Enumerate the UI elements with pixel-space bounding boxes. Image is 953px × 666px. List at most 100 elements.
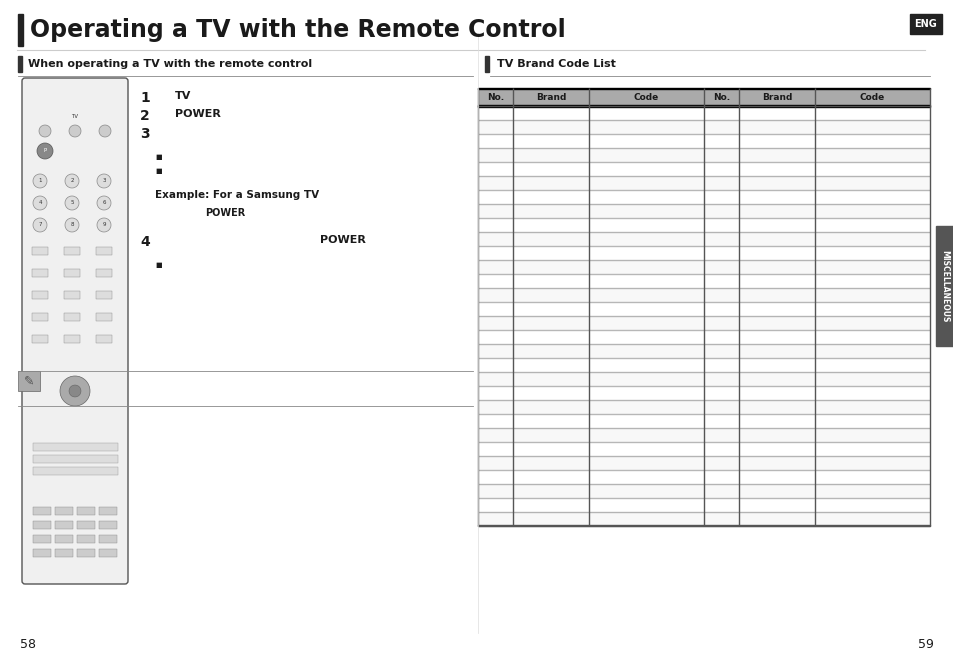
- Bar: [77, 507, 95, 515]
- Bar: [96, 291, 112, 299]
- Bar: [477, 232, 929, 246]
- Bar: [477, 260, 929, 274]
- Text: 58: 58: [20, 638, 36, 651]
- Bar: [33, 455, 118, 463]
- Bar: [477, 456, 929, 470]
- Bar: [96, 269, 112, 277]
- Bar: [477, 106, 929, 107]
- Bar: [477, 88, 929, 89]
- Text: POWER: POWER: [319, 235, 366, 245]
- Bar: [477, 442, 929, 456]
- Bar: [64, 335, 80, 343]
- Bar: [477, 498, 929, 512]
- Bar: [935, 226, 953, 346]
- Text: ■: ■: [154, 154, 161, 160]
- Text: Code: Code: [859, 93, 884, 101]
- Bar: [32, 313, 48, 321]
- Bar: [77, 521, 95, 529]
- Bar: [99, 549, 117, 557]
- Text: 4: 4: [140, 235, 150, 249]
- Bar: [909, 14, 941, 34]
- Bar: [477, 525, 929, 526]
- Circle shape: [99, 125, 111, 137]
- Bar: [32, 291, 48, 299]
- Bar: [477, 512, 929, 526]
- Bar: [64, 313, 80, 321]
- Bar: [64, 291, 80, 299]
- Bar: [477, 274, 929, 288]
- Bar: [484, 56, 489, 72]
- Bar: [477, 106, 929, 120]
- Text: Brand: Brand: [536, 93, 565, 101]
- Text: No.: No.: [712, 93, 729, 101]
- Bar: [477, 386, 929, 400]
- Bar: [33, 521, 51, 529]
- Circle shape: [69, 385, 81, 397]
- Bar: [477, 204, 929, 218]
- Bar: [96, 313, 112, 321]
- Bar: [18, 56, 22, 72]
- Bar: [32, 247, 48, 255]
- Circle shape: [65, 218, 79, 232]
- Text: Operating a TV with the Remote Control: Operating a TV with the Remote Control: [30, 18, 565, 42]
- Bar: [96, 247, 112, 255]
- Text: No.: No.: [486, 93, 503, 101]
- Bar: [55, 549, 73, 557]
- Bar: [477, 428, 929, 442]
- Text: TV Brand Code List: TV Brand Code List: [497, 59, 616, 69]
- Bar: [477, 344, 929, 358]
- Bar: [477, 190, 929, 204]
- Text: 2: 2: [71, 178, 73, 184]
- Text: P: P: [43, 149, 47, 153]
- Circle shape: [33, 196, 47, 210]
- Bar: [33, 549, 51, 557]
- Circle shape: [39, 125, 51, 137]
- Text: 8: 8: [71, 222, 73, 228]
- Bar: [477, 316, 929, 330]
- Text: Code: Code: [633, 93, 659, 101]
- Text: 6: 6: [102, 200, 106, 206]
- Bar: [477, 372, 929, 386]
- Bar: [55, 535, 73, 543]
- Text: ■: ■: [154, 168, 161, 174]
- Bar: [477, 400, 929, 414]
- Bar: [477, 88, 929, 106]
- Bar: [18, 371, 40, 391]
- Text: 59: 59: [917, 638, 933, 651]
- Bar: [477, 120, 929, 134]
- Bar: [96, 335, 112, 343]
- Circle shape: [97, 196, 111, 210]
- Bar: [477, 414, 929, 428]
- Bar: [477, 358, 929, 372]
- Text: When operating a TV with the remote control: When operating a TV with the remote cont…: [28, 59, 312, 69]
- Bar: [477, 105, 929, 106]
- Text: Brand: Brand: [760, 93, 791, 101]
- Text: TV: TV: [71, 113, 78, 119]
- Circle shape: [37, 143, 53, 159]
- Text: 4: 4: [38, 200, 42, 206]
- Bar: [33, 467, 118, 475]
- Bar: [477, 218, 929, 232]
- Text: POWER: POWER: [205, 208, 245, 218]
- Text: Example: For a Samsung TV: Example: For a Samsung TV: [154, 190, 319, 200]
- Bar: [18, 14, 23, 46]
- Circle shape: [65, 174, 79, 188]
- Text: TV: TV: [174, 91, 192, 101]
- Circle shape: [33, 218, 47, 232]
- Bar: [477, 148, 929, 162]
- Bar: [33, 507, 51, 515]
- Circle shape: [60, 376, 90, 406]
- Bar: [477, 134, 929, 148]
- Bar: [32, 269, 48, 277]
- Bar: [77, 549, 95, 557]
- Circle shape: [97, 218, 111, 232]
- Bar: [477, 330, 929, 344]
- Text: 5: 5: [71, 200, 73, 206]
- Bar: [99, 535, 117, 543]
- Text: 1: 1: [140, 91, 150, 105]
- Bar: [477, 302, 929, 316]
- Circle shape: [69, 125, 81, 137]
- Text: 1: 1: [38, 178, 42, 184]
- Bar: [477, 176, 929, 190]
- Bar: [477, 484, 929, 498]
